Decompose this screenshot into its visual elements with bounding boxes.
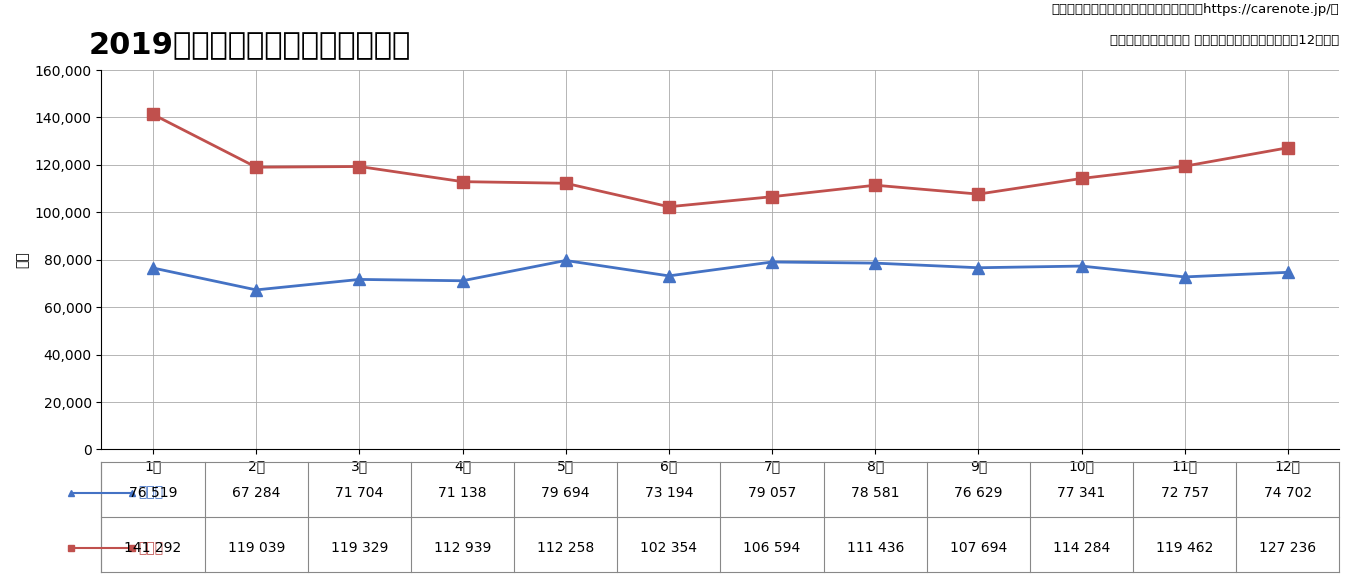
Text: 死　亡: 死 亡: [138, 541, 164, 555]
Text: 78 581: 78 581: [851, 486, 900, 500]
Text: 107 694: 107 694: [950, 541, 1007, 555]
Text: 79 057: 79 057: [748, 486, 796, 500]
Text: 111 436: 111 436: [847, 541, 904, 555]
Text: 141 292: 141 292: [124, 541, 181, 555]
Text: データ元：厚生労働省 人口動態統計速報（令和元年12月分）: データ元：厚生労働省 人口動態統計速報（令和元年12月分）: [1111, 34, 1339, 47]
Text: 112 939: 112 939: [434, 541, 491, 555]
Text: 67 284: 67 284: [231, 486, 280, 500]
Text: 77 341: 77 341: [1058, 486, 1105, 500]
Text: 119 329: 119 329: [330, 541, 388, 555]
Text: 71 704: 71 704: [336, 486, 383, 500]
Text: 2019年　月ごとの出生数・死亡数: 2019年 月ごとの出生数・死亡数: [89, 30, 411, 60]
Text: 127 236: 127 236: [1260, 541, 1316, 555]
Text: 72 757: 72 757: [1161, 486, 1208, 500]
Text: 79 694: 79 694: [541, 486, 590, 500]
Text: 図表作成：介護健康福祉のお役立ち通信（https://carenote.jp/）: 図表作成：介護健康福祉のお役立ち通信（https://carenote.jp/）: [1051, 3, 1339, 16]
Text: 102 354: 102 354: [640, 541, 697, 555]
Text: 112 258: 112 258: [537, 541, 594, 555]
Text: 114 284: 114 284: [1053, 541, 1111, 555]
Text: 74 702: 74 702: [1264, 486, 1312, 500]
Text: 106 594: 106 594: [743, 541, 801, 555]
Text: 76 519: 76 519: [129, 486, 177, 500]
Text: 119 039: 119 039: [227, 541, 285, 555]
Text: 119 462: 119 462: [1155, 541, 1214, 555]
Text: 76 629: 76 629: [954, 486, 1003, 500]
Text: 出　生: 出 生: [138, 486, 164, 500]
Y-axis label: 人数: 人数: [15, 251, 28, 268]
Text: 71 138: 71 138: [438, 486, 487, 500]
Text: 73 194: 73 194: [644, 486, 693, 500]
